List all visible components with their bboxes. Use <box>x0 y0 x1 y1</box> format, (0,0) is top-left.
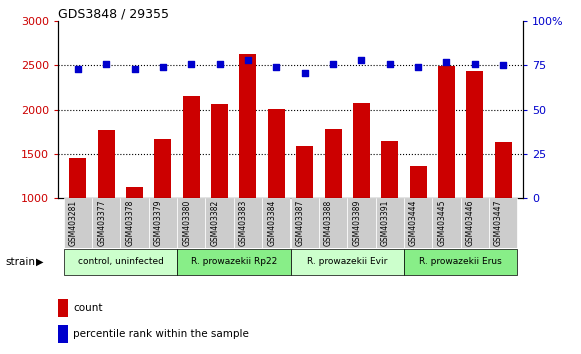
Bar <box>489 198 517 248</box>
Bar <box>58 299 69 317</box>
Bar <box>461 198 489 248</box>
Bar <box>155 139 171 198</box>
Bar <box>149 198 177 248</box>
Text: GDS3848 / 29355: GDS3848 / 29355 <box>58 7 169 20</box>
Text: GSM403447: GSM403447 <box>494 200 503 246</box>
Point <box>385 61 394 67</box>
Point <box>498 63 508 68</box>
Bar <box>92 198 120 248</box>
Bar <box>268 109 285 198</box>
Bar <box>262 198 290 248</box>
Point <box>414 64 423 70</box>
Bar <box>347 198 375 248</box>
Bar <box>466 71 483 198</box>
Text: GSM403380: GSM403380 <box>182 200 191 246</box>
Bar <box>410 166 426 198</box>
Text: R. prowazekii Rp22: R. prowazekii Rp22 <box>191 257 277 266</box>
Bar <box>432 198 461 248</box>
Bar <box>64 198 92 248</box>
Bar <box>120 198 149 248</box>
Text: GSM403446: GSM403446 <box>466 200 475 246</box>
Bar <box>183 97 200 198</box>
Text: GSM403391: GSM403391 <box>381 200 390 246</box>
Bar <box>325 129 342 198</box>
Bar <box>438 67 455 198</box>
Point <box>215 61 224 67</box>
Point <box>328 61 338 67</box>
Bar <box>58 325 69 343</box>
Text: GSM403444: GSM403444 <box>409 200 418 246</box>
Text: GSM403379: GSM403379 <box>154 200 163 246</box>
Point <box>102 61 111 67</box>
Text: ▶: ▶ <box>36 257 44 267</box>
Bar <box>404 198 432 248</box>
Point <box>73 66 83 72</box>
Text: GSM403387: GSM403387 <box>296 200 304 246</box>
Bar <box>177 198 206 248</box>
Text: GSM403445: GSM403445 <box>437 200 446 246</box>
Text: GSM403377: GSM403377 <box>97 200 106 246</box>
Text: R. prowazekii Evir: R. prowazekii Evir <box>307 257 388 266</box>
Point <box>357 57 366 63</box>
Bar <box>239 54 256 198</box>
Bar <box>64 249 177 275</box>
Bar <box>319 198 347 248</box>
Point <box>442 59 451 65</box>
Text: R. prowazekii Erus: R. prowazekii Erus <box>419 257 502 266</box>
Bar <box>98 130 115 198</box>
Bar <box>296 146 313 198</box>
Point <box>300 70 309 75</box>
Text: strain: strain <box>6 257 36 267</box>
Point <box>272 64 281 70</box>
Bar <box>375 198 404 248</box>
Point <box>243 57 253 63</box>
Text: GSM403378: GSM403378 <box>125 200 135 246</box>
Bar <box>211 104 228 198</box>
Text: count: count <box>73 303 102 313</box>
Bar <box>70 159 87 198</box>
Bar <box>206 198 234 248</box>
Text: GSM403388: GSM403388 <box>324 200 333 246</box>
Bar <box>290 198 319 248</box>
Point <box>470 61 479 67</box>
Bar <box>494 142 511 198</box>
Text: GSM403389: GSM403389 <box>352 200 361 246</box>
Bar <box>126 187 143 198</box>
Text: GSM403281: GSM403281 <box>69 200 78 246</box>
Bar <box>290 249 404 275</box>
Point <box>130 66 139 72</box>
Text: control, uninfected: control, uninfected <box>77 257 163 266</box>
Bar <box>234 198 262 248</box>
Text: GSM403382: GSM403382 <box>211 200 220 246</box>
Text: GSM403384: GSM403384 <box>267 200 277 246</box>
Bar <box>404 249 517 275</box>
Bar <box>381 141 398 198</box>
Bar <box>177 249 290 275</box>
Text: GSM403383: GSM403383 <box>239 200 248 246</box>
Bar <box>353 103 370 198</box>
Text: percentile rank within the sample: percentile rank within the sample <box>73 329 249 339</box>
Point <box>158 64 167 70</box>
Point <box>187 61 196 67</box>
